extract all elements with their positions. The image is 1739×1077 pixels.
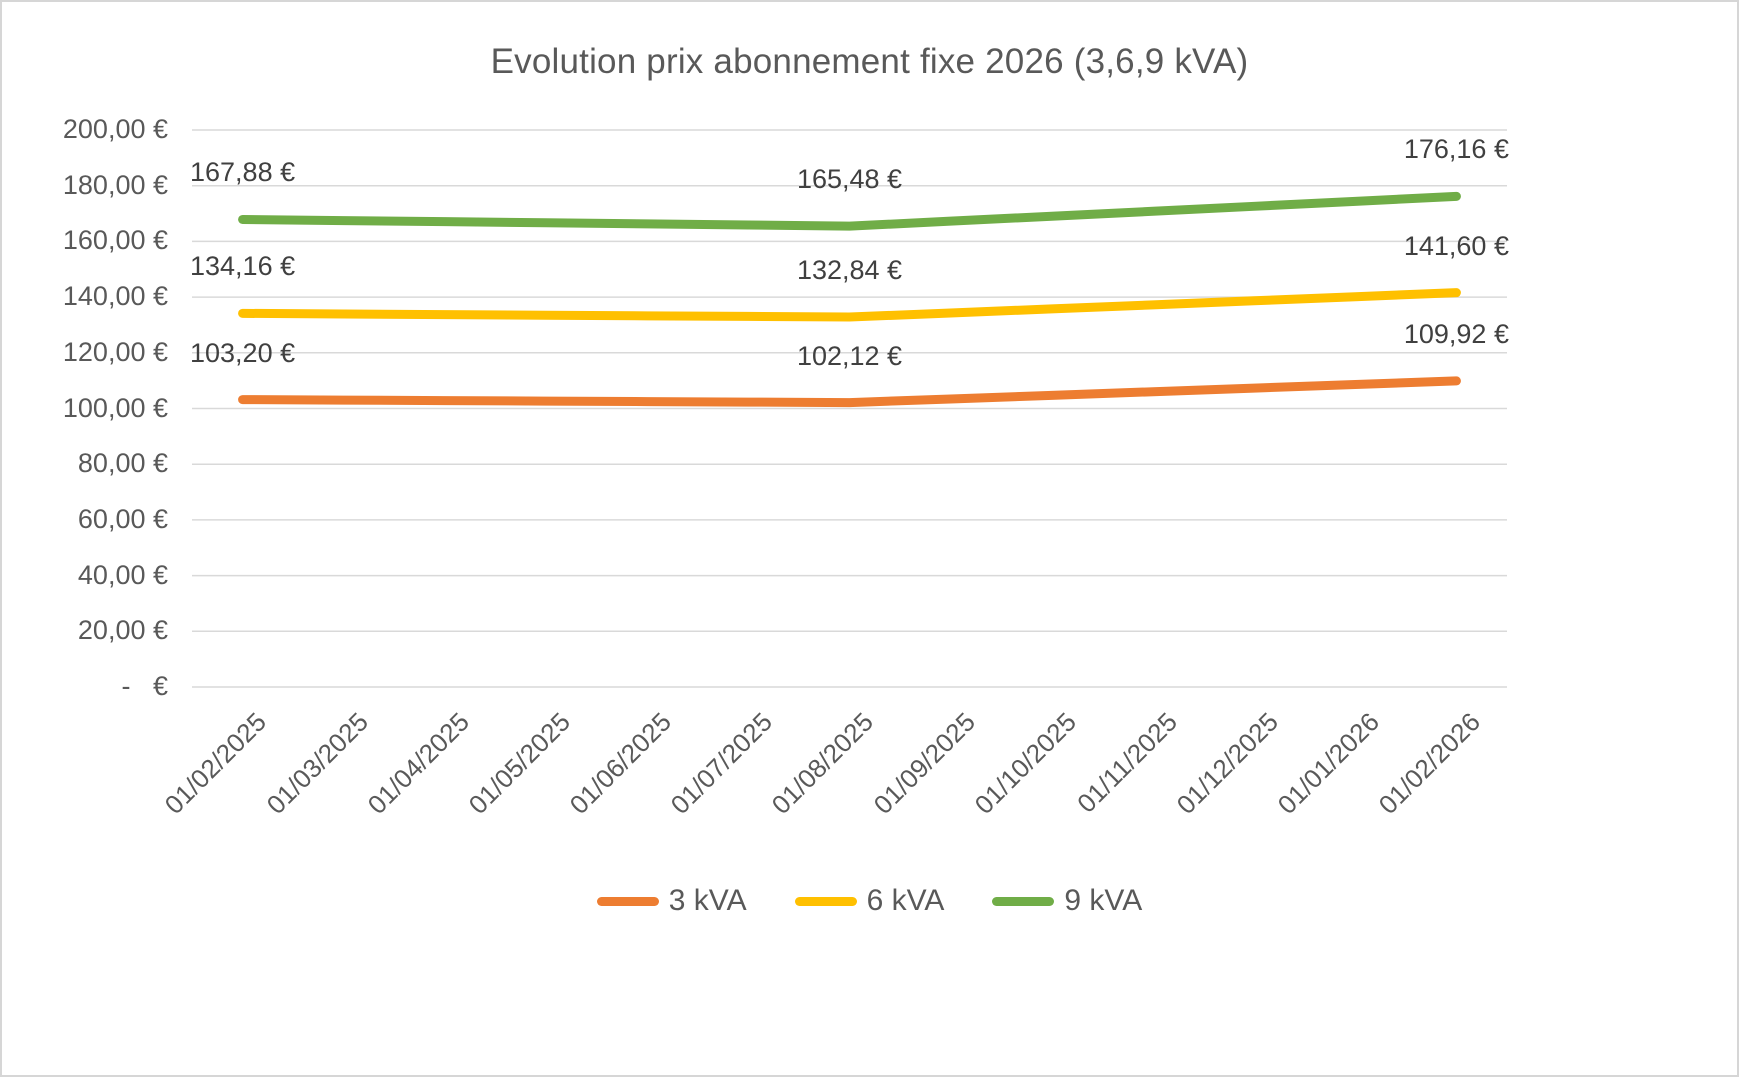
data-label-3-kva: 109,92 €	[1403, 318, 1509, 349]
legend-swatch-3-kva	[596, 896, 659, 906]
legend-label-6-kva: 6 kVA	[866, 884, 945, 917]
legend-label-9-kva: 9 kVA	[1064, 884, 1143, 917]
y-axis-tick-label: 160,00 €	[62, 225, 168, 256]
data-label-6-kva: 134,16 €	[190, 251, 296, 282]
legend-item-3-kva: 3 kVA	[596, 884, 747, 917]
data-label-6-kva: 141,60 €	[1403, 230, 1509, 261]
y-axis-tick-label: 80,00 €	[77, 448, 168, 479]
data-label-3-kva: 103,20 €	[190, 337, 296, 368]
y-axis-tick-label: 100,00 €	[62, 392, 168, 423]
series-line-3-kva	[238, 376, 1461, 408]
legend-item-6-kva: 6 kVA	[794, 884, 945, 917]
y-axis-tick-label: 60,00 €	[77, 503, 168, 534]
legend: 3 kVA 6 kVA 9 kVA	[2, 886, 1737, 916]
legend-swatch-9-kva	[992, 896, 1055, 906]
data-label-9-kva: 176,16 €	[1403, 134, 1509, 165]
series-line-9-kva	[238, 191, 1461, 231]
data-label-9-kva: 165,48 €	[796, 164, 903, 195]
legend-swatch-6-kva	[794, 896, 857, 906]
chart-title: Evolution prix abonnement fixe 2026 (3,6…	[490, 42, 1249, 81]
data-label-6-kva: 132,84 €	[796, 255, 903, 286]
y-axis-tick-label: 180,00 €	[62, 169, 168, 200]
legend-item-9-kva: 9 kVA	[992, 886, 1142, 916]
y-axis-tick-label: 140,00 €	[62, 281, 168, 312]
data-label-9-kva: 167,88 €	[190, 157, 296, 188]
series-line-6-kva	[238, 288, 1461, 322]
y-axis-tick-label: 20,00 €	[77, 615, 168, 646]
data-label-3-kva: 102,12 €	[796, 340, 903, 371]
y-axis-tick-label: 200,00 €	[62, 114, 168, 144]
y-axis-tick-label: 40,00 €	[77, 559, 168, 590]
y-axis-tick-label: 120,00 €	[62, 336, 168, 367]
y-axis-tick-label: - €	[121, 671, 168, 701]
legend-label-3-kva: 3 kVA	[668, 884, 747, 917]
